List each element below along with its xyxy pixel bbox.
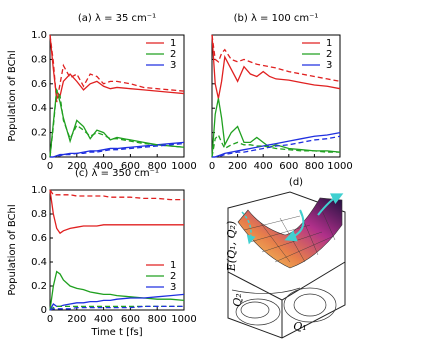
x-tick-label: 800 [148,314,167,325]
chart-title: (b) λ = 100 cm⁻¹ [234,13,319,24]
y-tick-label: 0.2 [31,281,47,292]
series-line [49,89,185,158]
plot-frame [211,34,341,158]
x-tick-label: 400 [94,161,113,172]
legend-label: 1 [170,38,176,49]
legend-label: 1 [170,260,176,271]
series-line [49,189,184,235]
legend-label: 2 [170,49,176,60]
x-tick-label: 0 [47,161,53,172]
y-tick-label: 0.6 [31,79,47,90]
x-tick-label: 400 [94,314,113,325]
series-line [49,34,185,103]
x-tick-label: 800 [148,161,167,172]
x-tick-label: 600 [279,161,298,172]
legend-label: 1 [326,38,332,49]
series-line [211,98,341,158]
legend-label: 2 [170,271,176,282]
z-axis-label: E(Q₁, Q₂) [225,221,238,272]
y-axis-label: Population of BChl [7,50,18,141]
x-tick-label: 800 [305,161,324,172]
y-tick-label: 0.8 [31,209,47,220]
chart-title: (a) λ = 35 cm⁻¹ [78,13,156,24]
series-line [50,142,185,158]
y-axis-label: Population of BChl [7,204,18,295]
x-tick-label: 200 [67,161,86,172]
y-tick-label: 1.0 [31,185,47,196]
series-line [49,305,184,311]
series-line [49,87,185,158]
x-tick-label: 200 [228,161,247,172]
y-tick-label: 0.4 [31,103,47,114]
y-tick-label: 0.8 [31,54,47,65]
chart-title: (c) λ = 350 cm⁻¹ [75,168,159,179]
series-line [211,34,341,82]
legend-label: 3 [170,60,176,71]
x-tick-label: 1000 [171,161,196,172]
y-tick-label: 0 [41,152,47,163]
x-axis-label: Q₁ [293,320,306,333]
legend-label: 3 [326,60,332,71]
x-tick-label: 0 [47,314,53,325]
y-tick-label: 0.2 [31,128,47,139]
legend-label: 3 [170,282,176,293]
series-line [212,135,341,158]
series-line [212,131,341,158]
x-axis-label: Time t [fs] [90,327,142,338]
x-tick-label: 1000 [171,314,196,325]
series-line [211,34,341,99]
series-line [50,141,185,158]
x-tick-label: 400 [254,161,273,172]
x-tick-label: 200 [67,314,86,325]
y-axis-label: Q₂ [231,293,244,306]
x-tick-label: 0 [209,161,215,172]
plot-frame [49,189,185,311]
y-tick-label: 0 [41,305,47,316]
plot-frame [49,34,185,158]
panel-label: (d) [289,177,303,188]
y-tick-label: 1.0 [31,30,47,41]
x-tick-label: 600 [121,161,140,172]
x-tick-label: 600 [121,314,140,325]
x-tick-label: 1000 [327,161,352,172]
y-tick-label: 0.6 [31,233,47,244]
series-line [49,189,184,201]
y-tick-label: 0.4 [31,257,47,268]
legend-label: 2 [326,49,332,60]
surface-illustration [227,191,346,339]
